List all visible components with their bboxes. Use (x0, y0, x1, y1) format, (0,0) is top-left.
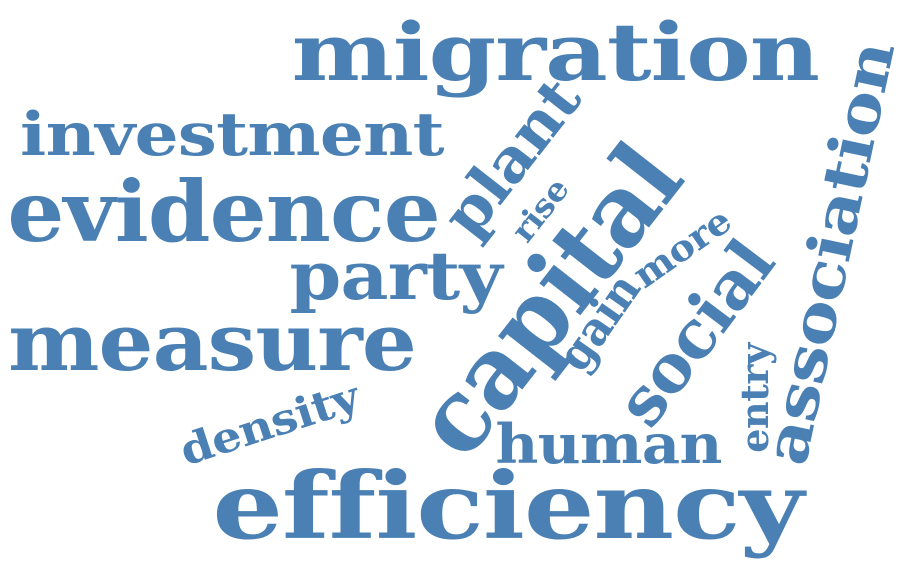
word-party: party (288, 237, 502, 315)
word-measure: measure (8, 295, 417, 389)
word-evidence: evidence (6, 162, 440, 261)
word-investment: investment (20, 100, 445, 170)
word-human: human (494, 412, 722, 476)
word-association: association (751, 35, 900, 471)
word-efficiency: efficiency (211, 452, 804, 560)
word-migration: migration (291, 5, 819, 99)
